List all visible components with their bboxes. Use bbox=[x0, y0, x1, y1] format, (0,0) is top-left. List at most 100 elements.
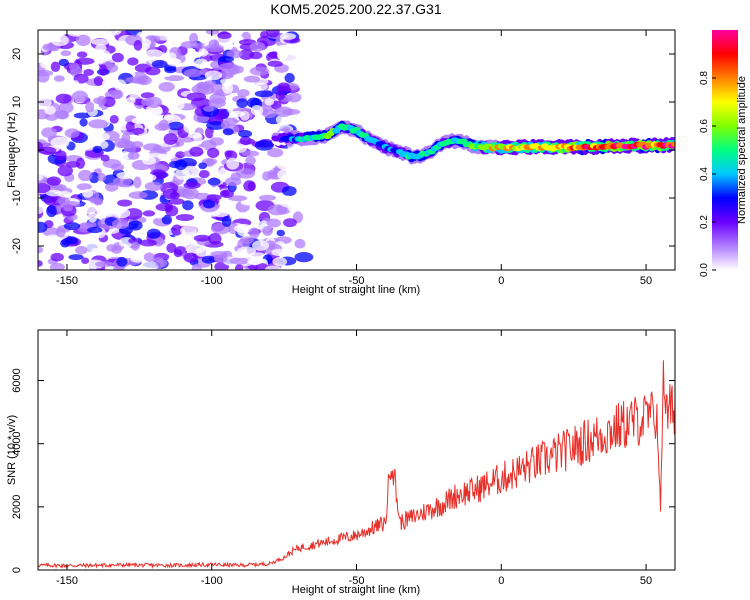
spectrogram-noise-cell bbox=[220, 77, 235, 86]
spectrogram-noise-cell bbox=[264, 98, 275, 106]
spectrogram-noise-cell bbox=[267, 204, 287, 216]
spectrogram-noise-cell bbox=[218, 72, 234, 80]
spectrogram-noise-cell bbox=[272, 256, 287, 267]
spectrogram-noise-cell bbox=[140, 92, 155, 99]
spectrogram-noise-cell bbox=[183, 121, 196, 134]
spectrogram-noise-cell bbox=[58, 101, 74, 114]
colorbar-tick-label: 0.0 bbox=[699, 263, 710, 277]
spectrogram-noise-cell bbox=[236, 168, 256, 179]
spectrogram-noise-cell bbox=[232, 143, 247, 153]
spectrogram-y-tick-label: -20 bbox=[11, 238, 23, 254]
spectrogram-noise-cell bbox=[183, 252, 198, 263]
spectrogram-noise-cell bbox=[163, 188, 178, 200]
spectrogram-noise-cell bbox=[45, 183, 64, 193]
spectrogram-noise-cell bbox=[145, 104, 163, 116]
spectrogram-noise-cell bbox=[111, 218, 129, 230]
spectrogram-noise-cell bbox=[186, 92, 207, 102]
colorbar-tick-label: 0.2 bbox=[699, 215, 710, 229]
spectrogram-noise-cell bbox=[226, 49, 243, 59]
spectrogram-noise-cell bbox=[180, 41, 198, 49]
spectrogram-noise-cell bbox=[188, 132, 202, 139]
snr-x-tick-label: 50 bbox=[640, 575, 652, 587]
spectrogram-noise-cell bbox=[267, 60, 283, 67]
spectrogram-noise-cell bbox=[205, 30, 220, 35]
spectrogram-noise-cell bbox=[44, 105, 56, 115]
spectrogram-noise-cell bbox=[141, 155, 157, 166]
spectrogram-noise-cell bbox=[280, 116, 292, 125]
snr-y-tick-label: 2000 bbox=[11, 495, 23, 519]
spectrogram-noise-cell bbox=[237, 89, 250, 98]
spectrogram-noise-cell bbox=[203, 105, 214, 112]
spectrogram-noise-cell bbox=[265, 265, 281, 270]
spectrogram-noise-cell bbox=[253, 132, 263, 142]
spectrogram-noise-cell bbox=[90, 162, 101, 170]
spectrogram-noise-cell bbox=[82, 144, 96, 151]
spectrogram-noise-cell bbox=[204, 158, 215, 167]
spectrogram-noise-cell bbox=[131, 141, 144, 149]
spectrogram-noise-cell bbox=[204, 126, 214, 139]
spectrogram-noise-cell bbox=[239, 111, 250, 121]
spectrogram-noise-cell bbox=[100, 154, 110, 162]
spectrogram-noise-cell bbox=[146, 228, 161, 239]
spectrogram-noise-cell bbox=[133, 98, 145, 106]
spectrogram-noise-cell bbox=[198, 162, 208, 170]
spectrogram-noise-cell bbox=[111, 52, 124, 63]
spectrogram-noise-cell bbox=[142, 210, 156, 217]
spectrogram-y-axis: -20 -10 0 10 20 bbox=[11, 48, 675, 254]
spectrogram-noise-cell bbox=[209, 137, 224, 146]
colorbar-label: Normalized spectral amplitude bbox=[736, 76, 748, 224]
spectrogram-noise-cell bbox=[219, 189, 234, 199]
spectrogram-y-tick-label: 0 bbox=[11, 147, 23, 153]
snr-y-tick-label: 6000 bbox=[11, 368, 23, 392]
spectrogram-noise-cell bbox=[287, 92, 302, 103]
spectrogram-y-tick-label: 10 bbox=[11, 96, 23, 108]
spectrogram-noise-cell bbox=[76, 51, 88, 58]
spectrogram-noise-cell bbox=[222, 128, 234, 136]
spectrogram-noise-cell bbox=[125, 97, 136, 105]
spectrogram-noise-cell bbox=[277, 82, 290, 91]
spectrogram-noise-cell bbox=[212, 130, 224, 138]
spectrogram-noise-cell bbox=[294, 238, 306, 249]
spectrogram-noise-cell bbox=[185, 244, 206, 254]
spectrogram-noise-cell bbox=[142, 143, 161, 151]
spectrogram-noise-cell bbox=[38, 260, 43, 267]
spectrogram-noise-cell bbox=[130, 255, 147, 263]
spectrogram-noise-cell bbox=[46, 205, 57, 218]
spectrogram-noise-cell bbox=[105, 182, 119, 192]
spectrogram-noise-cell bbox=[144, 181, 163, 192]
spectrogram-noise-cell bbox=[55, 227, 66, 238]
spectrogram-noise-cell bbox=[154, 123, 171, 131]
spectrogram-noise-cell bbox=[267, 148, 284, 158]
spectrogram-noise-cell bbox=[204, 70, 223, 81]
spectrogram-noise-cell bbox=[45, 165, 55, 175]
spectrogram-noise-cell bbox=[110, 163, 125, 171]
spectrogram-noise-cell bbox=[99, 64, 108, 76]
spectrogram-noise-cell bbox=[206, 120, 226, 130]
spectrogram-noise-cell bbox=[38, 204, 45, 215]
spectrogram-noise-cell bbox=[139, 239, 157, 247]
spectrogram-noise-cell bbox=[38, 172, 44, 181]
spectrogram-noise-cell bbox=[92, 30, 113, 38]
spectrogram-noise-cell bbox=[71, 90, 88, 103]
spectrogram-noise-cell bbox=[117, 151, 131, 161]
spectrogram-noise-cell bbox=[275, 90, 286, 101]
snr-y-axis: 0 2000 4000 6000 bbox=[11, 368, 675, 573]
spectrogram-noise-cell bbox=[51, 34, 69, 47]
spectrogram-noise-cell bbox=[274, 106, 293, 117]
spectrogram-noise-cell bbox=[76, 183, 92, 191]
spectrogram-noise-cell bbox=[239, 236, 254, 244]
spectrogram-x-axis: -150 -100 -50 0 50 bbox=[56, 30, 652, 287]
spectrogram-noise-cell bbox=[218, 56, 235, 63]
spectrogram-noise-cell bbox=[63, 203, 74, 212]
spectrogram-noise-cell bbox=[249, 66, 270, 76]
spectrogram-noise-cell bbox=[116, 256, 128, 267]
spectrogram-noise-cell bbox=[38, 183, 51, 194]
spectrogram-noise-cell bbox=[95, 43, 107, 53]
spectrogram-noise-cell bbox=[141, 174, 157, 182]
spectrogram-noise-cell bbox=[82, 188, 94, 198]
spectrogram-noise-cell bbox=[246, 212, 258, 219]
spectrogram-noise-cell bbox=[60, 239, 70, 248]
spectrogram-noise-cell bbox=[229, 257, 249, 265]
spectrogram-noise-cell bbox=[119, 63, 133, 72]
spectrogram-noise-cell bbox=[75, 245, 88, 255]
